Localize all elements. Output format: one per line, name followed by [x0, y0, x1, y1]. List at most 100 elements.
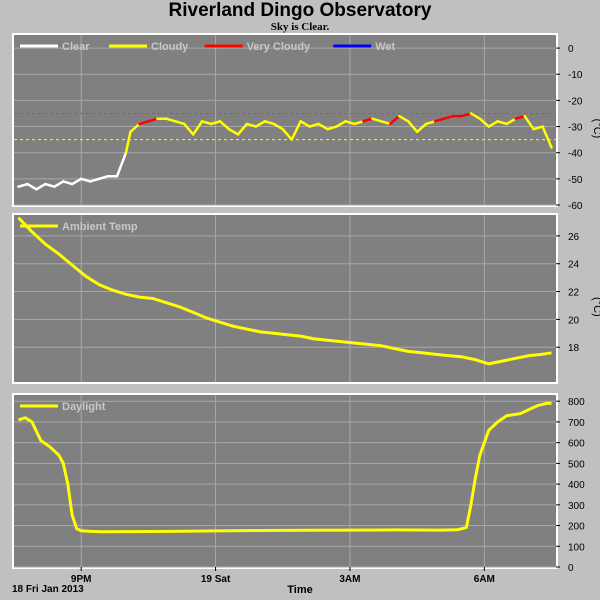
sky-temp-segment [245, 122, 258, 128]
legend-label: Daylight [62, 401, 106, 413]
sky-temp-segment [353, 120, 365, 126]
sky-temp-segment [182, 122, 195, 136]
date-label: 18 Fri Jan 2013 [12, 584, 84, 595]
y-tick-label: 24 [568, 260, 580, 271]
y-tick-label: 200 [568, 522, 585, 533]
sky-temp-segment [371, 117, 383, 123]
sky-temp-segment [424, 120, 437, 126]
panel-background [14, 395, 556, 567]
legend-label: Clear [62, 41, 90, 53]
sky-temp-segment [209, 120, 222, 126]
sky-temp-segment [165, 117, 177, 123]
sky-temp-segment [290, 120, 302, 141]
sky-temp-segment [218, 120, 231, 131]
sky-temp-segment [362, 117, 374, 123]
legend-label: Wet [375, 41, 395, 53]
x-axis-label: Time [287, 584, 313, 596]
y-tick-label: 300 [568, 501, 585, 512]
legend-label: Cloudy [151, 41, 189, 53]
sky-temp-segment [496, 120, 508, 126]
sky-temp-segment [344, 120, 356, 126]
sky-temp-segment [70, 177, 83, 186]
y-tick-label: 800 [568, 397, 585, 408]
sky-temp-segment [17, 182, 29, 188]
y-tick-label: -30 [568, 123, 583, 134]
x-tick-label: 9PM [71, 574, 92, 585]
sky-temp-segment [147, 117, 159, 123]
x-tick-label: 3AM [339, 574, 360, 585]
y-tick-label: -50 [568, 175, 583, 186]
y-tick-label: -10 [568, 70, 583, 81]
sky-temp-segment [263, 120, 276, 126]
daylight-panel: 800 700 600 500 400 300 200 100 0 Daylight 9PM 19 S… [12, 393, 585, 585]
sky-temp-segment [380, 120, 392, 126]
sky-temp-segment [469, 112, 482, 120]
sky-temp-segment [97, 174, 110, 181]
y-tick-label: 26 [568, 232, 580, 243]
sky-temp-segment [191, 120, 204, 136]
sky-temp-segment [415, 122, 428, 134]
sky-temp-segment [281, 127, 293, 141]
y-tick-label: 400 [568, 480, 585, 491]
sky-temp-segment [523, 114, 535, 131]
y-tick-label: 20 [568, 315, 580, 326]
sky-temp-segment [478, 117, 491, 128]
sky-temp-segment [44, 182, 56, 188]
sky-temp-segment [335, 120, 347, 128]
sky-temp-segment [487, 120, 500, 128]
y-axis-label: (°C) [591, 119, 600, 139]
sky-temp-segment [53, 180, 65, 188]
sky-temp-segment [532, 125, 544, 131]
sky-temp-segment [26, 182, 38, 191]
page-title: Riverland Dingo Observatory [168, 0, 432, 21]
panel-background [14, 215, 556, 382]
sky-temp-segment [541, 125, 553, 149]
ambient-temp-line [17, 216, 552, 366]
y-tick-label: 100 [568, 542, 585, 553]
sky-temp-segment [406, 120, 419, 134]
sky-temp-segment [124, 130, 132, 154]
sky-temp-segment [389, 114, 401, 126]
sky-temp-segment [174, 120, 186, 126]
x-tick-label: 6AM [474, 574, 495, 585]
sky-temp-segment [308, 122, 320, 128]
sky-temp-segment [115, 151, 128, 178]
y-tick-label: 500 [568, 459, 585, 470]
sky-temp-segment [129, 122, 141, 134]
y-tick-label: 18 [568, 343, 580, 354]
sky-temp-segment [88, 177, 101, 183]
y-tick-label: 0 [568, 563, 574, 574]
sky-temp-segment [326, 125, 338, 131]
sky-temp-segment [505, 117, 517, 126]
y-tick-label: -60 [568, 201, 583, 212]
daylight-line [18, 401, 552, 534]
sky-temp-segment [236, 122, 249, 136]
y-tick-label: 0 [568, 44, 574, 55]
sky-temp-segment [442, 114, 455, 120]
sky-temp-panel: 0 -10 -20 -30 -40 -50 -60 (°C) Clear Cloudy Very C… [12, 33, 600, 212]
y-tick-label: 600 [568, 439, 585, 450]
sky-temp-segment [62, 180, 74, 186]
sky-temp-segment [138, 120, 150, 126]
legend-label: Ambient Temp [62, 221, 138, 233]
sky-temp-segment [254, 120, 267, 128]
sky-temp-segment [317, 122, 329, 131]
y-tick-label: 700 [568, 418, 585, 429]
y-tick-label: -20 [568, 96, 583, 107]
sky-temp-segment [397, 114, 410, 123]
sky-temp-segment [433, 117, 446, 123]
sky-temp-segment [272, 122, 285, 131]
y-axis-label: (°C) [591, 297, 600, 317]
x-tick-label: 19 Sat [201, 574, 231, 585]
sky-temp-segment [460, 112, 473, 118]
y-tick-label: -40 [568, 149, 583, 160]
sky-temp-segment [227, 127, 240, 136]
ambient-temp-panel: 26 24 22 20 18 (°C) Ambient Temp [12, 213, 600, 384]
sky-temp-segment [79, 177, 92, 183]
legend-label: Very Cloudy [247, 41, 311, 53]
sky-temp-segment [299, 120, 311, 128]
sky-temp-segment [200, 120, 213, 126]
y-tick-label: 22 [568, 288, 580, 299]
sky-status-text: Sky is Clear. [270, 21, 330, 33]
